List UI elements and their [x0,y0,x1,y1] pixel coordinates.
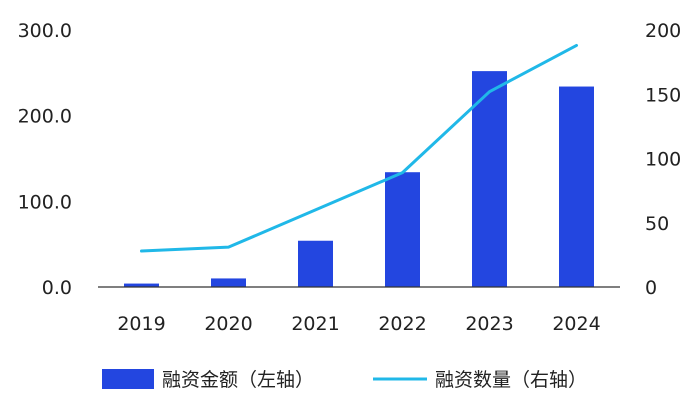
legend-swatch-amount [102,369,154,389]
left-tick-label: 0.0 [42,277,72,299]
bar-2024 [559,86,594,287]
x-tick-label: 2024 [552,313,600,335]
bar-2022 [385,172,420,287]
left-axis-ticks: 0.0 100.0 200.0 300.0 [18,20,72,299]
left-tick-label: 200.0 [18,106,72,128]
x-tick-label: 2023 [465,313,513,335]
legend-label-count: 融资数量（右轴） [435,369,587,391]
bar-2020 [211,278,246,287]
bars-layer [124,71,594,288]
x-axis-ticks: 2019 2020 2021 2022 2023 2024 [117,313,600,335]
x-tick-label: 2019 [117,313,165,335]
line-layer [140,43,578,253]
line-series-count [140,43,578,253]
left-tick-label: 100.0 [18,191,72,213]
bar-2023 [472,71,507,288]
right-tick-label: 100 [645,149,681,171]
legend: 融资金额（左轴） 融资数量（右轴） [102,369,587,391]
right-tick-label: 200 [645,20,681,42]
right-tick-label: 150 [645,84,681,106]
left-tick-label: 300.0 [18,20,72,42]
legend-label-amount: 融资金额（左轴） [162,369,314,391]
right-tick-label: 0 [645,277,657,299]
x-tick-label: 2021 [291,313,339,335]
right-tick-label: 50 [645,213,669,235]
x-tick-label: 2022 [378,313,426,335]
right-axis-ticks: 0 50 100 150 200 [645,20,681,299]
x-tick-label: 2020 [204,313,252,335]
bar-2021 [298,240,333,287]
bar-2019 [124,283,159,287]
